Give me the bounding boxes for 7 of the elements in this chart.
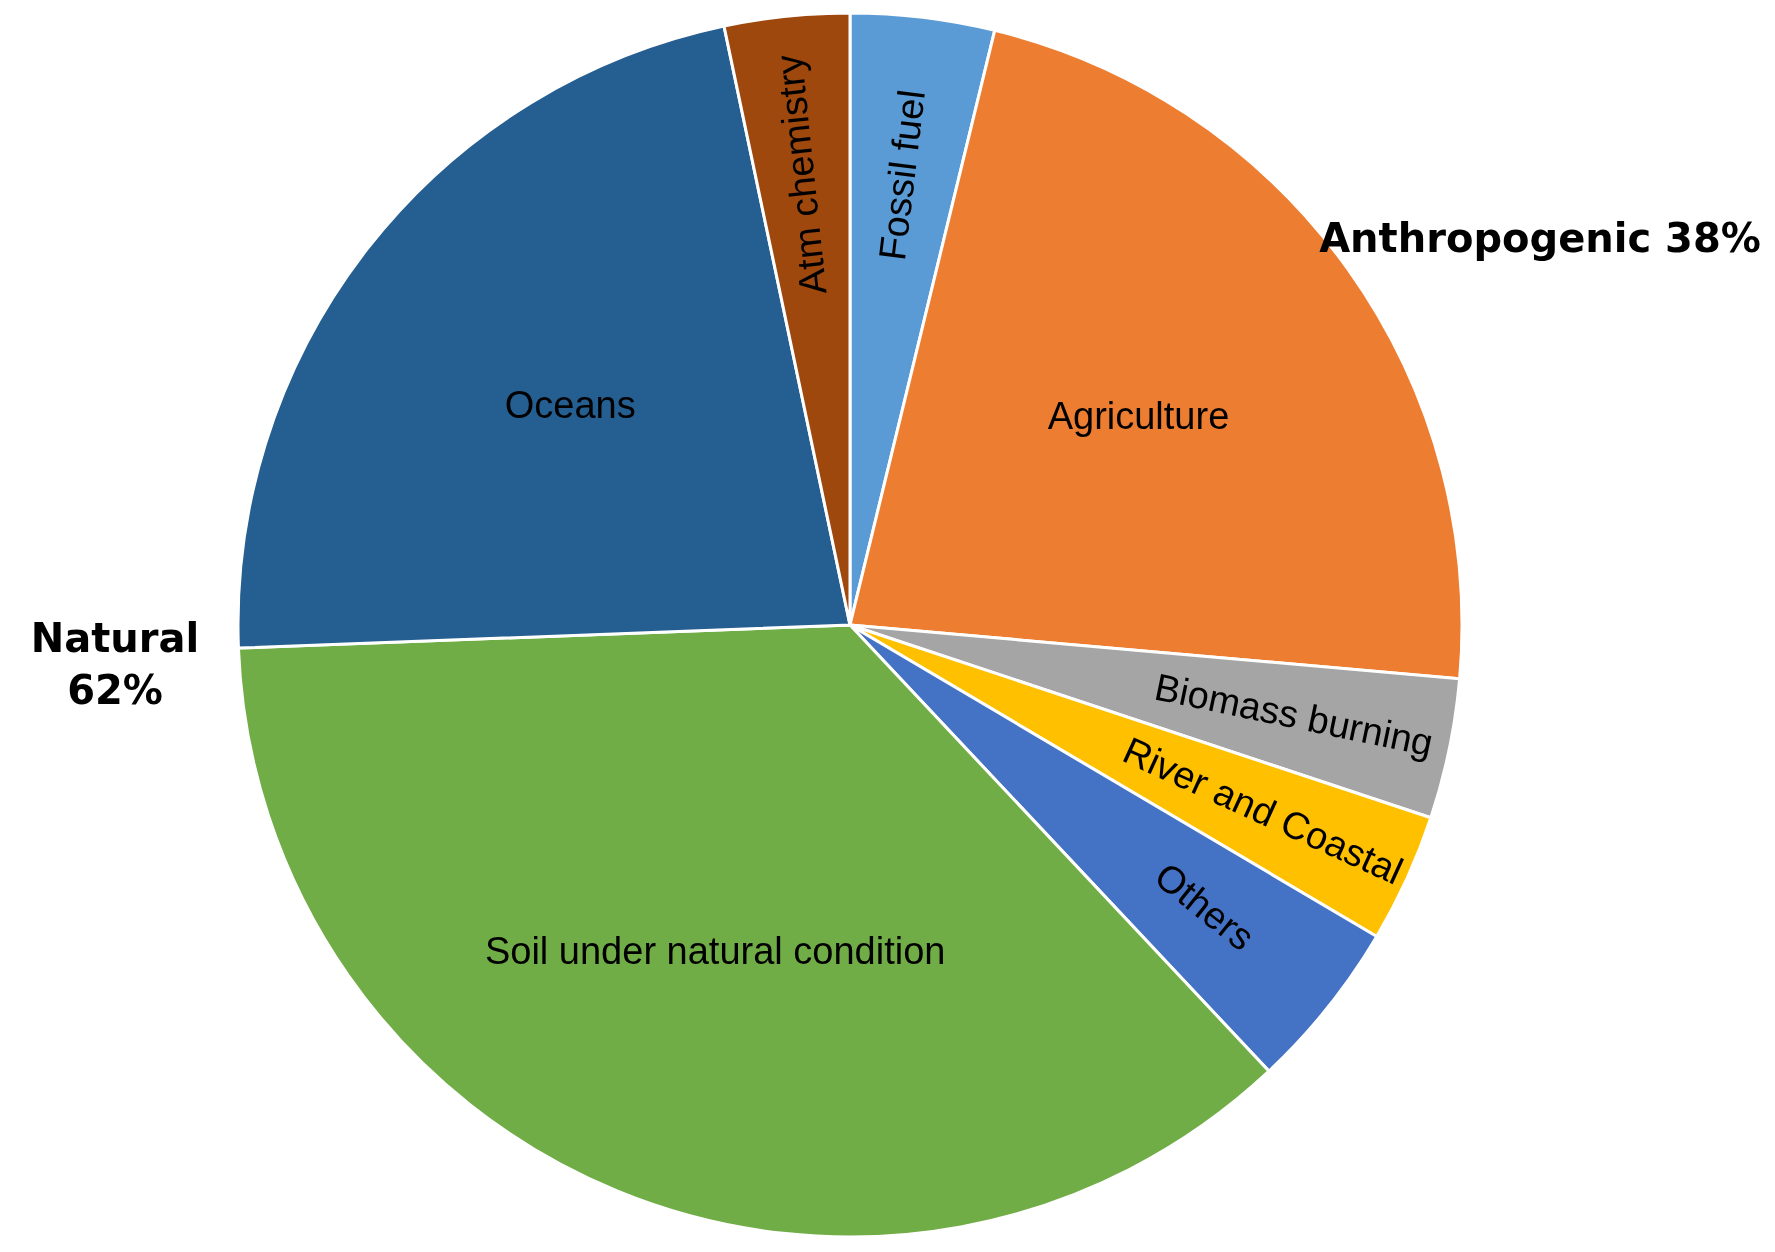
slice-label: Agriculture [1047,395,1230,438]
slice-label: Soil under natural condition [484,930,946,973]
slice-label: Atm chemistry [767,52,835,297]
text: Anthropogenic 38% [1319,215,1761,261]
text: Natural 62% [30,615,200,713]
slice-label: Oceans [504,383,636,426]
slice-label: Fossil fuel [870,87,933,263]
